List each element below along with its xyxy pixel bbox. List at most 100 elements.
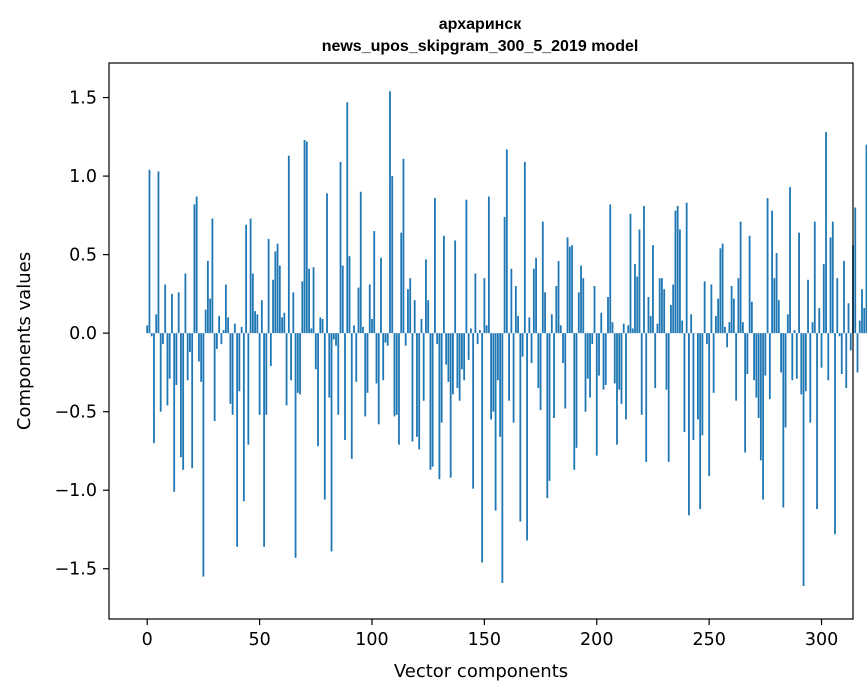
- bar-240: [685, 202, 688, 334]
- x-tick-label: 250: [692, 630, 725, 650]
- bar-223: [647, 297, 650, 334]
- bar-16: [182, 333, 185, 470]
- bar-30: [213, 333, 216, 422]
- y-tick-label: −1.0: [55, 481, 98, 501]
- bar-111: [395, 333, 398, 415]
- bar-237: [679, 229, 681, 334]
- bar-269: [750, 301, 753, 334]
- bar-4: [155, 314, 158, 334]
- bar-204: [604, 333, 607, 385]
- bar-198: [591, 333, 594, 345]
- bar-187: [566, 237, 569, 334]
- bar-103: [377, 333, 380, 425]
- bar-80: [326, 193, 328, 334]
- bar-168: [523, 161, 526, 334]
- bar-21: [193, 204, 196, 334]
- bar-250: [708, 333, 711, 477]
- bar-175: [539, 333, 542, 411]
- bar-97: [364, 333, 367, 417]
- bar-88: [344, 333, 346, 440]
- bar-267: [746, 333, 749, 374]
- bar-308: [838, 333, 841, 337]
- bar-159: [503, 216, 506, 334]
- bar-292: [802, 333, 805, 587]
- bar-281: [777, 300, 780, 334]
- bar-184: [559, 325, 562, 334]
- bar-90: [348, 256, 351, 334]
- bar-274: [762, 333, 764, 500]
- bar-138: [456, 333, 459, 389]
- bar-115: [404, 333, 407, 346]
- bar-42: [240, 326, 243, 334]
- bar-40: [236, 333, 239, 547]
- bar-68: [299, 333, 301, 395]
- bar-279: [773, 278, 776, 334]
- bar-261: [732, 298, 735, 334]
- bar-194: [582, 278, 585, 334]
- bar-52: [263, 333, 265, 547]
- bar-146: [474, 273, 477, 334]
- bar-43: [242, 333, 245, 502]
- bar-19: [189, 333, 191, 352]
- bar-2: [150, 333, 153, 337]
- bar-177: [544, 292, 546, 334]
- bar-135: [449, 333, 452, 478]
- bar-116: [407, 289, 409, 334]
- bar-105: [382, 333, 385, 381]
- bar-157: [499, 333, 502, 437]
- bar-110: [393, 333, 396, 417]
- bar-132: [443, 235, 445, 334]
- bar-94: [357, 287, 360, 334]
- bar-189: [571, 245, 573, 334]
- bar-259: [728, 322, 731, 334]
- bar-218: [636, 276, 639, 334]
- bar-280: [775, 253, 778, 334]
- bar-158: [501, 333, 504, 583]
- bar-71: [305, 141, 308, 334]
- bar-185: [562, 333, 564, 363]
- bar-17: [184, 273, 187, 334]
- bar-181: [553, 333, 555, 418]
- bar-25: [202, 333, 205, 577]
- bar-192: [577, 292, 580, 334]
- bar-309: [840, 333, 843, 374]
- bar-44: [245, 224, 248, 334]
- bar-6: [159, 333, 162, 412]
- bar-9: [166, 333, 169, 406]
- bar-27: [207, 260, 209, 334]
- bar-188: [568, 246, 571, 334]
- bar-311: [845, 333, 848, 389]
- bar-24: [200, 333, 203, 382]
- bar-140: [461, 333, 463, 370]
- bar-262: [735, 333, 738, 401]
- bar-284: [784, 333, 787, 428]
- bar-270: [753, 333, 755, 381]
- bar-221: [643, 205, 645, 334]
- y-tick-label: 1.5: [69, 89, 97, 109]
- bar-109: [391, 176, 394, 334]
- bar-114: [402, 158, 405, 334]
- bar-300: [820, 333, 823, 368]
- bar-11: [171, 293, 173, 334]
- bar-46: [249, 218, 252, 334]
- bar-212: [622, 323, 625, 334]
- bar-297: [813, 221, 816, 334]
- bar-0: [146, 325, 149, 334]
- bar-72: [308, 268, 310, 334]
- bar-163: [512, 333, 515, 423]
- bar-291: [800, 333, 803, 395]
- bar-282: [780, 333, 782, 373]
- bar-239: [683, 333, 686, 433]
- bar-23: [198, 333, 200, 362]
- bar-220: [640, 333, 643, 415]
- bar-233: [670, 304, 672, 334]
- bar-129: [436, 333, 439, 345]
- bar-18: [186, 333, 189, 381]
- bar-165: [517, 315, 519, 334]
- bar-108: [389, 91, 391, 334]
- bar-13: [175, 333, 178, 385]
- bar-197: [589, 333, 591, 398]
- bar-171: [530, 333, 533, 363]
- bar-213: [625, 333, 627, 420]
- bar-134: [447, 333, 450, 382]
